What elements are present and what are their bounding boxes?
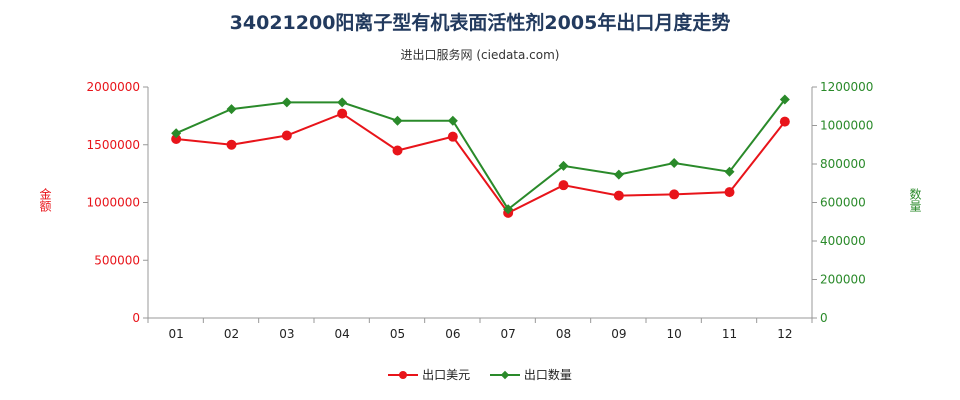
series-1-point <box>337 108 348 119</box>
series-1-point <box>613 190 624 201</box>
x-tick-label: 06 <box>445 327 460 341</box>
series-2-point <box>503 204 514 215</box>
chart-subtitle: 进出口服务网 (ciedata.com) <box>400 48 560 62</box>
x-tick-label: 11 <box>722 327 737 341</box>
series-2-point <box>447 115 458 126</box>
series-2-point <box>337 97 348 108</box>
x-tick-label: 12 <box>777 327 792 341</box>
series-2-point <box>558 160 569 171</box>
y-left-tick-label: 0 <box>132 311 140 325</box>
series-2-point <box>613 169 624 180</box>
x-tick-label: 05 <box>390 327 405 341</box>
y-right-tick-label: 0 <box>820 311 828 325</box>
series-2-point <box>226 104 237 115</box>
y-left-tick-label: 1500000 <box>87 138 140 152</box>
series-2-point <box>281 97 292 108</box>
y-axis-right-label: 数量 <box>908 188 922 212</box>
y-right-tick-label: 1200000 <box>820 80 873 94</box>
legend-swatch-green <box>489 370 520 380</box>
series-1-point <box>669 189 680 200</box>
series-2-point <box>171 128 182 139</box>
y-axis-left-label: 金额 <box>38 188 52 212</box>
series-2-point <box>669 158 680 169</box>
x-tick-label: 02 <box>224 327 239 341</box>
series-1-point <box>724 187 735 198</box>
x-tick-label: 07 <box>501 327 516 341</box>
y-right-tick-label: 400000 <box>820 234 866 248</box>
legend-label-export-usd: 出口美元 <box>422 368 471 382</box>
x-tick-label: 08 <box>556 327 571 341</box>
series-1-point <box>226 139 237 150</box>
series-2-point <box>392 115 403 126</box>
series-line-2 <box>175 98 786 211</box>
x-tick-label: 03 <box>279 327 294 341</box>
y-right-tick-label: 200000 <box>820 273 866 287</box>
y-left-tick-label: 1000000 <box>87 196 140 210</box>
series-1-point <box>171 133 182 144</box>
series-line-1 <box>176 112 786 215</box>
chart-title: 34021200阳离子型有机表面活性剂2005年出口月度走势 <box>229 12 731 34</box>
y-right-tick-label: 800000 <box>820 157 866 171</box>
y-left-tick-label: 2000000 <box>87 80 140 94</box>
x-tick-label: 01 <box>169 327 184 341</box>
y-right-tick-label: 1000000 <box>820 119 873 133</box>
series-1-point <box>779 116 790 127</box>
x-tick-label: 10 <box>667 327 682 341</box>
y-right-tick-label: 600000 <box>820 196 866 210</box>
series-1-point <box>447 131 458 142</box>
series-1-point <box>558 180 569 191</box>
x-tick-label: 04 <box>335 327 350 341</box>
y-left-tick-label: 500000 <box>94 253 140 267</box>
legend-label-export-qty: 出口数量 <box>523 368 572 382</box>
series-1-point <box>392 145 403 156</box>
series-2-point <box>724 166 735 177</box>
legend-item-export-usd[interactable]: 出口美元 <box>388 366 470 383</box>
legend: 出口美元 出口数量 <box>0 366 960 383</box>
series-2-point <box>779 94 790 105</box>
x-tick-label: 09 <box>611 327 626 341</box>
legend-swatch-red <box>388 370 419 380</box>
series-1-point <box>281 130 292 141</box>
legend-item-export-qty[interactable]: 出口数量 <box>489 366 572 383</box>
